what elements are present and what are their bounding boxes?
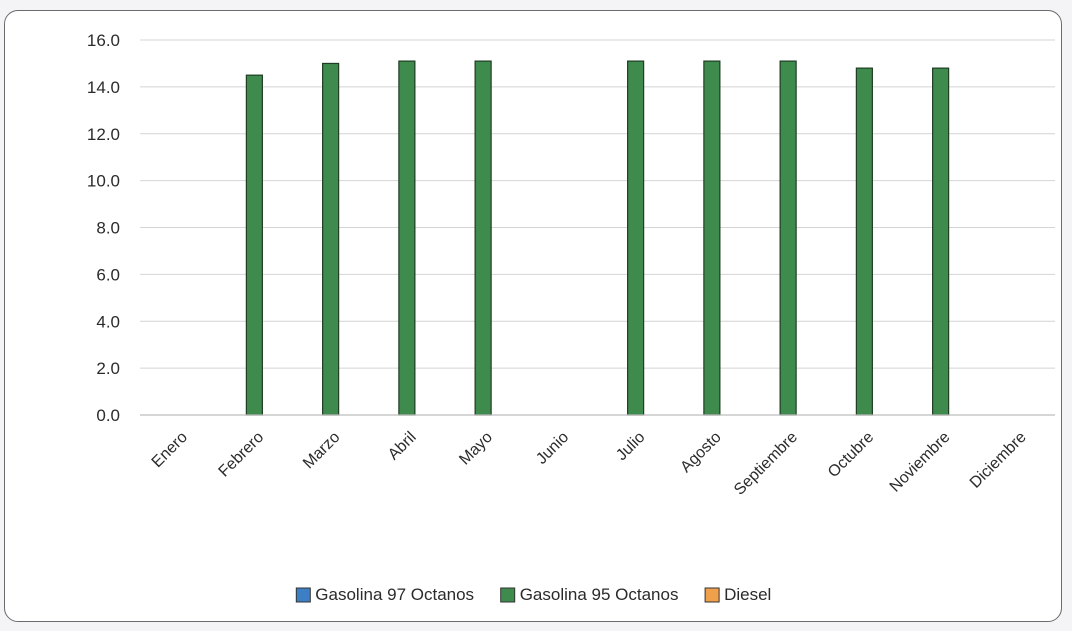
legend-label: Gasolina 95 Octanos bbox=[520, 585, 679, 604]
x-category-label: Agosto bbox=[677, 429, 724, 476]
legend-label: Gasolina 97 Octanos bbox=[315, 585, 474, 604]
bar-marzo bbox=[322, 62, 340, 416]
x-category-label: Octubre bbox=[825, 429, 877, 481]
y-tick-label: 16.0 bbox=[87, 31, 120, 50]
y-axis-tick-labels: 0.0 2.0 4.0 6.0 8.0 10.0 12.0 14.0 16.0 bbox=[87, 31, 120, 425]
x-category-label: Junio bbox=[533, 429, 572, 468]
bar-septiembre bbox=[779, 60, 797, 416]
y-tick-label: 10.0 bbox=[87, 172, 120, 191]
x-axis-category-labels: Enero Febrero Marzo Abril Mayo Junio Julio Agos… bbox=[149, 429, 1030, 499]
y-tick-label: 2.0 bbox=[96, 359, 120, 378]
x-category-label: Septiembre bbox=[731, 429, 801, 499]
x-category-label: Julio bbox=[613, 429, 648, 464]
y-tick-label: 0.0 bbox=[96, 406, 120, 425]
y-tick-label: 14.0 bbox=[87, 78, 120, 97]
y-tick-label: 6.0 bbox=[96, 265, 120, 284]
bar-octubre bbox=[855, 67, 873, 416]
y-tick-label: 12.0 bbox=[87, 125, 120, 144]
bar-febrero bbox=[245, 74, 263, 416]
bar-noviembre bbox=[932, 67, 950, 416]
x-category-label: Febrero bbox=[216, 429, 268, 481]
x-category-label: Noviembre bbox=[887, 429, 954, 496]
legend-swatch bbox=[704, 587, 720, 603]
x-category-label: Marzo bbox=[300, 429, 344, 473]
bar-abril bbox=[398, 60, 416, 416]
bar-mayo bbox=[474, 60, 492, 416]
gridlines bbox=[140, 39, 1055, 369]
bar-agosto bbox=[703, 60, 721, 416]
legend-swatch bbox=[500, 587, 516, 603]
x-category-label: Enero bbox=[149, 429, 191, 471]
bar-julio bbox=[627, 60, 645, 416]
legend: Gasolina 97 Octanos Gasolina 95 Octanos Di… bbox=[295, 585, 771, 604]
bars bbox=[245, 60, 950, 416]
legend-swatch bbox=[295, 587, 311, 603]
x-category-label: Abril bbox=[385, 429, 420, 464]
chart-frame bbox=[4, 10, 1062, 622]
legend-label: Diesel bbox=[724, 585, 771, 604]
x-category-label: Mayo bbox=[456, 429, 496, 469]
y-tick-label: 8.0 bbox=[96, 219, 120, 238]
y-tick-label: 4.0 bbox=[96, 312, 120, 331]
x-category-label: Diciembre bbox=[967, 429, 1030, 492]
